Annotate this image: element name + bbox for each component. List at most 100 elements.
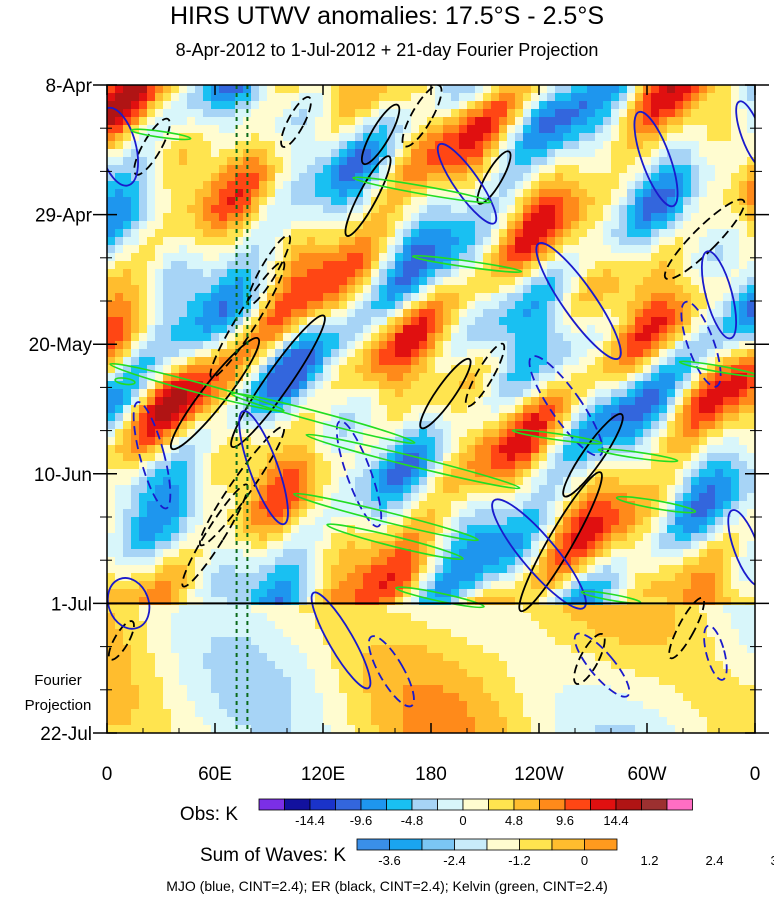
field-cell bbox=[443, 213, 451, 221]
field-cell bbox=[235, 253, 243, 261]
field-cell bbox=[291, 501, 299, 509]
field-cell bbox=[323, 517, 331, 525]
field-cell bbox=[539, 181, 547, 189]
field-cell bbox=[211, 173, 219, 181]
field-cell bbox=[291, 349, 299, 357]
field-cell bbox=[171, 181, 179, 189]
field-cell bbox=[211, 197, 219, 205]
field-cell bbox=[203, 293, 211, 301]
field-cell bbox=[131, 85, 139, 93]
field-cell bbox=[571, 221, 579, 229]
field-cell bbox=[139, 117, 147, 125]
field-cell bbox=[227, 509, 235, 517]
field-cell bbox=[723, 389, 731, 397]
field-cell bbox=[539, 453, 547, 461]
field-cell bbox=[459, 293, 467, 301]
field-cell bbox=[563, 141, 571, 149]
field-cell bbox=[211, 237, 219, 245]
field-cell bbox=[315, 421, 323, 429]
field-cell bbox=[251, 301, 259, 309]
field-cell bbox=[131, 437, 139, 445]
field-cell bbox=[187, 373, 195, 381]
field-cell bbox=[571, 541, 579, 549]
field-cell bbox=[491, 349, 499, 357]
field-cell bbox=[323, 389, 331, 397]
field-cell bbox=[651, 261, 659, 269]
field-cell bbox=[563, 517, 571, 525]
field-cell bbox=[355, 301, 363, 309]
field-cell bbox=[731, 197, 739, 205]
field-cell bbox=[459, 437, 467, 445]
field-cell bbox=[283, 397, 291, 405]
field-cell bbox=[747, 533, 755, 541]
field-cell bbox=[515, 541, 523, 549]
field-cell bbox=[475, 149, 483, 157]
field-cell bbox=[635, 245, 643, 253]
field-cell bbox=[435, 373, 443, 381]
field-cell bbox=[283, 213, 291, 221]
field-cell bbox=[107, 429, 115, 437]
field-cell bbox=[299, 277, 307, 285]
field-cell bbox=[731, 149, 739, 157]
field-cell bbox=[107, 93, 115, 101]
field-cell bbox=[643, 565, 651, 573]
field-cell bbox=[395, 85, 403, 93]
field-cell bbox=[667, 261, 675, 269]
field-cell bbox=[371, 533, 379, 541]
field-cell bbox=[123, 261, 131, 269]
field-cell bbox=[635, 493, 643, 501]
field-cell bbox=[675, 453, 683, 461]
field-cell bbox=[107, 205, 115, 213]
field-cell bbox=[419, 381, 427, 389]
field-cell bbox=[131, 573, 139, 581]
field-cell bbox=[139, 253, 147, 261]
field-cell bbox=[619, 141, 627, 149]
field-cell bbox=[355, 229, 363, 237]
field-cell bbox=[587, 541, 595, 549]
field-cell bbox=[579, 93, 587, 101]
field-cell bbox=[187, 389, 195, 397]
field-cell bbox=[283, 173, 291, 181]
field-cell bbox=[387, 525, 395, 533]
field-cell bbox=[323, 557, 331, 565]
field-cell bbox=[675, 341, 683, 349]
field-cell bbox=[363, 237, 371, 245]
field-cell bbox=[379, 541, 387, 549]
field-cell bbox=[731, 157, 739, 165]
field-cell bbox=[739, 101, 747, 109]
field-cell bbox=[627, 301, 635, 309]
field-cell bbox=[195, 453, 203, 461]
field-cell bbox=[491, 309, 499, 317]
field-cell bbox=[443, 533, 451, 541]
field-cell bbox=[539, 365, 547, 373]
field-cell bbox=[483, 357, 491, 365]
field-cell bbox=[635, 389, 643, 397]
field-cell bbox=[171, 453, 179, 461]
field-cell bbox=[715, 501, 723, 509]
field-cell bbox=[715, 189, 723, 197]
field-cell bbox=[635, 205, 643, 213]
field-cell bbox=[643, 165, 651, 173]
field-cell bbox=[395, 301, 403, 309]
field-cell bbox=[315, 141, 323, 149]
field-cell bbox=[547, 333, 555, 341]
field-cell bbox=[267, 357, 275, 365]
field-cell bbox=[699, 293, 707, 301]
field-cell bbox=[235, 333, 243, 341]
field-cell bbox=[171, 317, 179, 325]
field-cell bbox=[659, 157, 667, 165]
field-cell bbox=[147, 573, 155, 581]
field-cell bbox=[483, 405, 491, 413]
field-cell bbox=[203, 565, 211, 573]
field-cell bbox=[275, 333, 283, 341]
field-cell bbox=[459, 349, 467, 357]
field-cell bbox=[635, 357, 643, 365]
field-cell bbox=[355, 349, 363, 357]
field-cell bbox=[531, 493, 539, 501]
field-cell bbox=[155, 205, 163, 213]
field-cell bbox=[259, 389, 267, 397]
field-cell bbox=[483, 421, 491, 429]
field-cell bbox=[675, 525, 683, 533]
field-cell bbox=[675, 365, 683, 373]
field-cell bbox=[475, 141, 483, 149]
